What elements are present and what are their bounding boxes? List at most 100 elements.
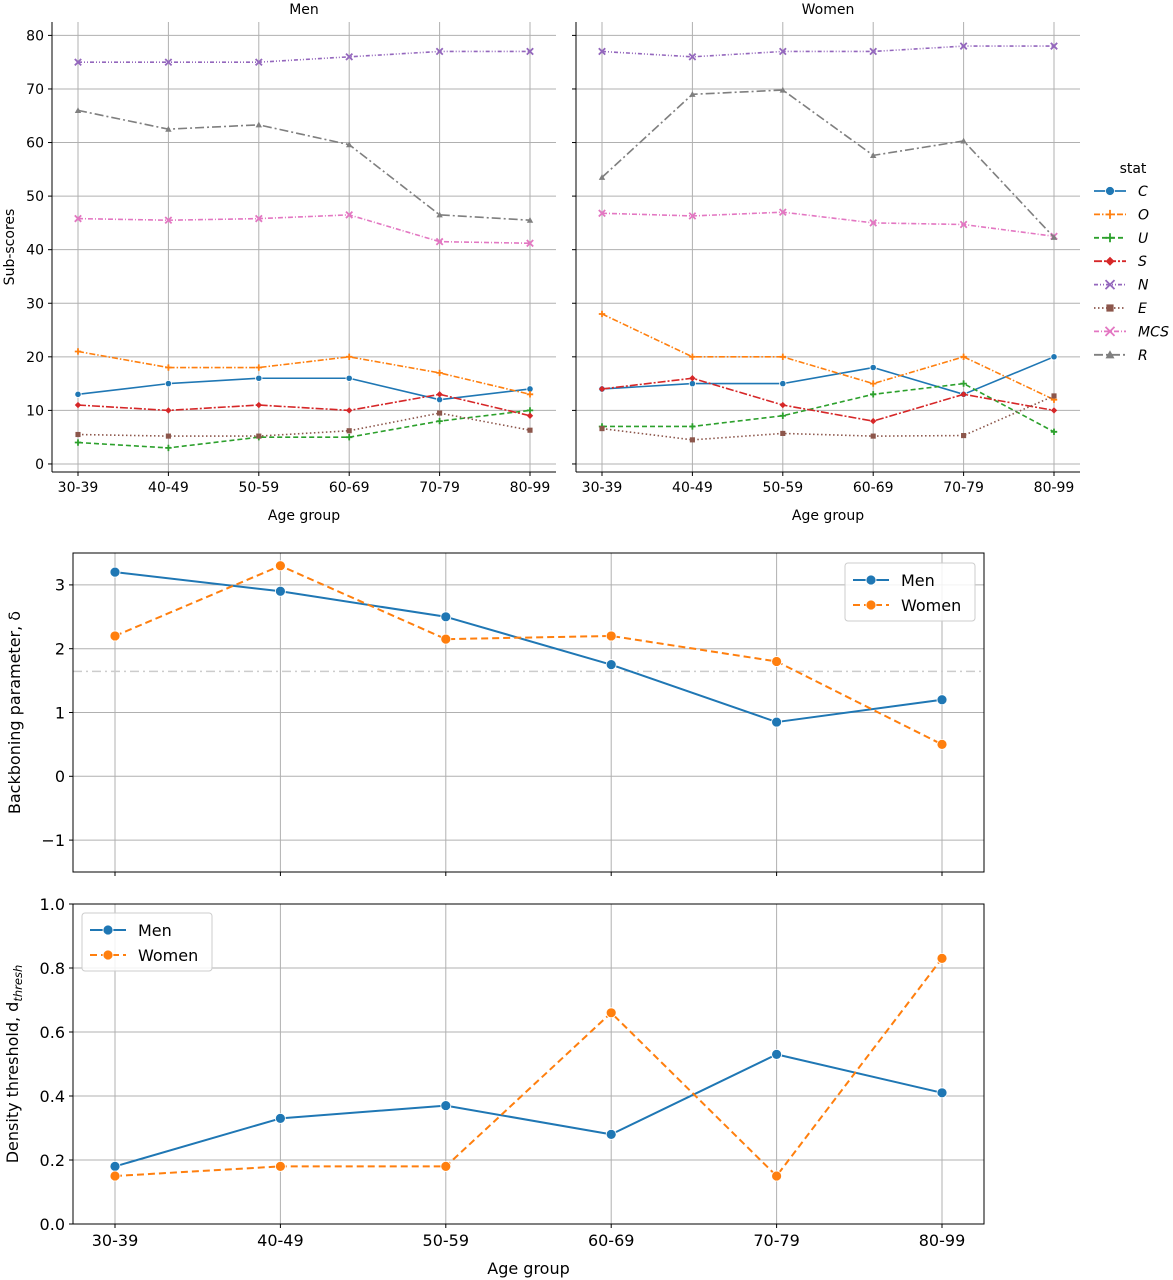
data-point-s: [689, 375, 696, 382]
data-point-mcs: [959, 220, 968, 229]
legend-label-mcs: MCS: [1138, 324, 1169, 340]
y-tick-label: 30: [26, 296, 44, 312]
x-tick-label: 50-59: [423, 1231, 470, 1250]
x-tick-label: 40-49: [672, 480, 713, 496]
panel-title: Women: [802, 2, 855, 18]
data-point-men: [605, 659, 617, 671]
data-point-n: [598, 47, 606, 56]
legend-label-men: Men: [901, 571, 935, 590]
legend-marker-c: [1105, 186, 1115, 196]
legend-label-o: O: [1138, 207, 1149, 223]
y-tick-label: 40: [26, 243, 44, 259]
x-tick-label: 50-59: [762, 480, 803, 496]
data-point-men: [274, 585, 286, 597]
data-point-e: [527, 427, 533, 433]
series-line-s: [77, 393, 531, 417]
data-point-c: [1050, 353, 1058, 361]
y-tick-label: 3: [55, 576, 65, 595]
data-point-u: [960, 380, 967, 387]
data-point-o: [960, 353, 967, 361]
legend-label-e: E: [1138, 301, 1147, 317]
data-point-u: [1050, 428, 1058, 436]
data-point-s: [526, 412, 534, 419]
panel-title: Men: [289, 2, 319, 18]
data-point-c: [779, 380, 787, 388]
legend-marker-u: [1105, 233, 1115, 243]
y-tick-label: 80: [26, 28, 44, 44]
x-tick-label: 80-99: [1034, 480, 1075, 496]
legend-label-n: N: [1138, 278, 1149, 294]
series-line-o: [77, 350, 531, 396]
panel-backboning: −1 0 1 2 3 Backboning parameter, δ: [5, 552, 985, 876]
legend-box: [844, 562, 976, 622]
series-line-women: [114, 957, 943, 1177]
x-tick-label: 30-39: [58, 480, 99, 496]
x-tick-label: 60-69: [329, 480, 370, 496]
legend-marker-women: [102, 949, 114, 961]
data-point-n: [1050, 42, 1058, 50]
data-point-men: [936, 694, 948, 706]
y-tick-label: 0.4: [40, 1087, 65, 1106]
legend-label-women: Women: [901, 596, 961, 615]
data-point-e: [165, 433, 171, 439]
data-point-men: [109, 566, 121, 578]
data-point-r: [255, 121, 262, 128]
data-point-e: [346, 428, 352, 434]
series-line-men: [114, 1053, 943, 1168]
data-point-women: [771, 1170, 782, 1182]
legend-box: [81, 912, 213, 972]
series-line-r: [601, 89, 1055, 238]
y-axis-label-main: Density threshold, d: [3, 1002, 22, 1164]
panel-women: 30-39 40-49 50-59 60-69 70-79 80-99 Women Age g…: [572, 2, 1080, 524]
data-point-men: [605, 1129, 617, 1140]
x-axis-label: Age group: [487, 1259, 570, 1278]
data-point-c: [164, 380, 172, 388]
data-point-women: [440, 633, 452, 645]
x-tick-label: 30-39: [582, 480, 623, 496]
data-point-e: [437, 410, 443, 416]
data-point-mcs: [598, 209, 606, 218]
data-point-r: [74, 107, 82, 113]
legend-marker-women: [865, 599, 877, 611]
y-tick-label: 50: [26, 189, 44, 205]
data-point-mcs: [164, 216, 173, 225]
legend-backboning: Men Women: [844, 562, 976, 622]
series-line-e: [77, 412, 531, 437]
data-point-e: [780, 430, 786, 436]
x-tick-label: 40-49: [148, 480, 189, 496]
y-tick-label: 0.6: [40, 1023, 65, 1042]
data-point-e: [961, 433, 967, 439]
data-point-o: [436, 369, 443, 377]
series-line-u: [602, 382, 1055, 433]
y-tick-label: 1.0: [40, 895, 65, 914]
data-point-mcs: [254, 214, 263, 223]
data-point-e: [1051, 393, 1057, 399]
data-point-n: [254, 58, 263, 67]
legend-label-men: Men: [138, 921, 172, 940]
data-point-women: [605, 630, 617, 642]
data-point-mcs: [688, 212, 697, 220]
y-axis-label-subscript: thresh: [11, 965, 25, 1002]
data-point-o: [526, 391, 534, 398]
series-line-e: [601, 395, 1055, 441]
data-point-n: [435, 47, 444, 56]
data-point-women: [936, 739, 948, 750]
x-axis-label: Age group: [268, 508, 340, 524]
data-point-men: [274, 1113, 286, 1124]
data-point-women: [109, 630, 121, 642]
data-point-mcs: [345, 211, 354, 219]
data-point-o: [165, 364, 172, 371]
legend-marker-r: [1105, 350, 1115, 359]
data-point-r: [436, 211, 443, 218]
x-tick-label: 60-69: [588, 1231, 635, 1250]
series-line-men: [114, 571, 943, 724]
legend-label-s: S: [1138, 254, 1147, 270]
legend-marker-men: [102, 924, 114, 936]
y-axis-label: Backboning parameter, δ: [5, 611, 24, 814]
data-point-u: [74, 439, 82, 446]
data-point-n: [164, 58, 173, 67]
data-point-women: [440, 1161, 452, 1172]
data-point-e: [870, 433, 876, 439]
data-point-women: [109, 1170, 121, 1182]
